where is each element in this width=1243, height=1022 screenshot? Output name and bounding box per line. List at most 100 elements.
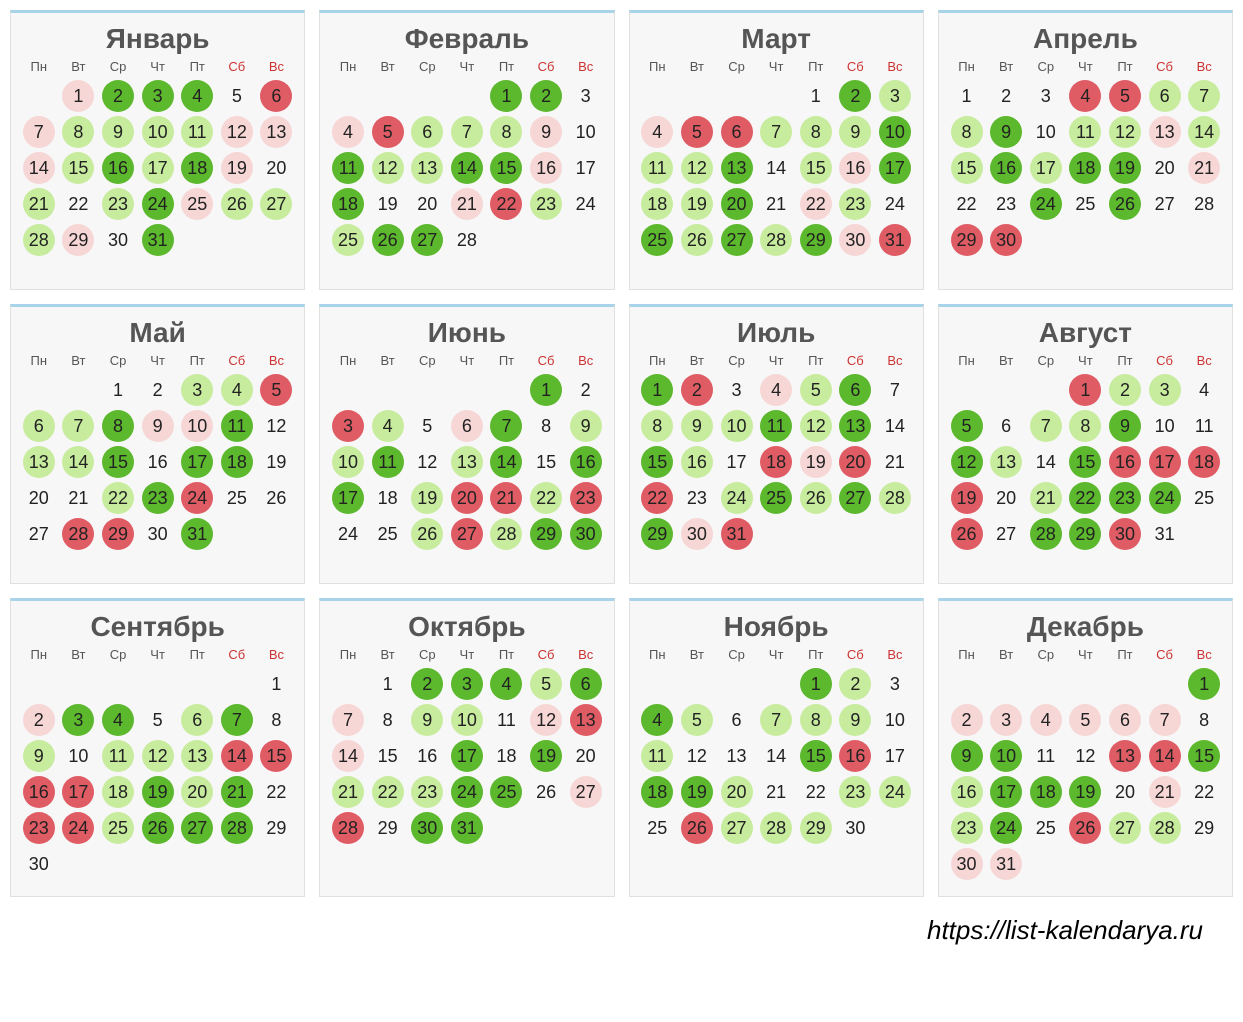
day-cell: 27 bbox=[260, 188, 292, 220]
day-cell: 6 bbox=[721, 116, 753, 148]
day-cell: 30 bbox=[570, 518, 602, 550]
day-cell: 15 bbox=[490, 152, 522, 184]
weekday-row: ПнВтСрЧтПтСбВс bbox=[638, 59, 915, 74]
weekday-label: Вс bbox=[257, 353, 297, 368]
day-cell: 4 bbox=[760, 374, 792, 406]
weekday-label: Вт bbox=[986, 59, 1026, 74]
weekday-label: Вс bbox=[566, 353, 606, 368]
day-cell: 14 bbox=[451, 152, 483, 184]
weekday-label: Пн bbox=[19, 353, 59, 368]
day-cell: 22 bbox=[102, 482, 134, 514]
weekday-label: Пт bbox=[487, 353, 527, 368]
day-cell: 29 bbox=[372, 812, 404, 844]
weekday-label: Ср bbox=[407, 353, 447, 368]
weekday-row: ПнВтСрЧтПтСбВс bbox=[328, 59, 605, 74]
days-grid: 1234567891011121314151617181920212223242… bbox=[947, 372, 1224, 552]
day-cell: 7 bbox=[332, 704, 364, 736]
weekday-label: Вс bbox=[875, 353, 915, 368]
day-cell: 3 bbox=[721, 374, 753, 406]
day-cell: 9 bbox=[102, 116, 134, 148]
day-cell: 16 bbox=[990, 152, 1022, 184]
weekday-label: Чт bbox=[1066, 647, 1106, 662]
day-cell: 31 bbox=[181, 518, 213, 550]
day-cell: 7 bbox=[1149, 704, 1181, 736]
days-grid: 1234567891011121314151617181920212223242… bbox=[19, 666, 296, 882]
day-cell: 11 bbox=[221, 410, 253, 442]
day-cell: 5 bbox=[800, 374, 832, 406]
weekday-label: Пт bbox=[177, 353, 217, 368]
day-cell: 5 bbox=[681, 704, 713, 736]
day-cell: 14 bbox=[332, 740, 364, 772]
day-cell: 20 bbox=[451, 482, 483, 514]
day-cell: 27 bbox=[451, 518, 483, 550]
weekday-label: Вт bbox=[368, 59, 408, 74]
weekday-label: Пн bbox=[328, 647, 368, 662]
weekday-label: Ср bbox=[407, 647, 447, 662]
day-cell: 18 bbox=[641, 776, 673, 808]
weekday-label: Пт bbox=[1105, 647, 1145, 662]
day-cell: 27 bbox=[181, 812, 213, 844]
day-cell: 24 bbox=[62, 812, 94, 844]
month-card: ДекабрьПнВтСрЧтПтСбВс1234567891011121314… bbox=[938, 598, 1233, 897]
days-grid: 1234567891011121314151617181920212223242… bbox=[328, 78, 605, 258]
day-cell: 31 bbox=[142, 224, 174, 256]
day-cell: 2 bbox=[102, 80, 134, 112]
days-grid: 1234567891011121314151617181920212223242… bbox=[638, 78, 915, 258]
day-cell: 5 bbox=[260, 374, 292, 406]
day-cell: 28 bbox=[23, 224, 55, 256]
day-cell: 19 bbox=[951, 482, 983, 514]
day-cell: 21 bbox=[760, 776, 792, 808]
day-cell: 20 bbox=[570, 740, 602, 772]
day-cell: 15 bbox=[1069, 446, 1101, 478]
day-cell: 5 bbox=[681, 116, 713, 148]
weekday-label: Сб bbox=[217, 59, 257, 74]
day-cell: 17 bbox=[1030, 152, 1062, 184]
day-cell: 18 bbox=[1030, 776, 1062, 808]
day-cell: 3 bbox=[570, 80, 602, 112]
day-cell: 3 bbox=[1149, 374, 1181, 406]
weekday-label: Пн bbox=[638, 353, 678, 368]
day-cell: 31 bbox=[1149, 518, 1181, 550]
day-cell: 8 bbox=[530, 410, 562, 442]
day-cell: 2 bbox=[990, 80, 1022, 112]
month-title: Ноябрь bbox=[638, 611, 915, 643]
day-cell: 14 bbox=[1030, 446, 1062, 478]
weekday-label: Чт bbox=[756, 647, 796, 662]
month-title: Январь bbox=[19, 23, 296, 55]
day-cell: 7 bbox=[1188, 80, 1220, 112]
day-cell: 19 bbox=[681, 188, 713, 220]
day-cell: 30 bbox=[951, 848, 983, 880]
day-cell: 5 bbox=[142, 704, 174, 736]
day-cell: 1 bbox=[800, 80, 832, 112]
day-cell: 26 bbox=[530, 776, 562, 808]
day-cell: 30 bbox=[102, 224, 134, 256]
month-title: Декабрь bbox=[947, 611, 1224, 643]
day-cell: 25 bbox=[221, 482, 253, 514]
day-cell: 20 bbox=[260, 152, 292, 184]
day-cell: 19 bbox=[530, 740, 562, 772]
day-cell: 9 bbox=[951, 740, 983, 772]
day-cell: 20 bbox=[721, 776, 753, 808]
weekday-label: Вт bbox=[59, 647, 99, 662]
day-cell: 1 bbox=[490, 80, 522, 112]
day-cell: 24 bbox=[332, 518, 364, 550]
day-cell: 7 bbox=[760, 704, 792, 736]
weekday-label: Чт bbox=[447, 353, 487, 368]
day-cell: 6 bbox=[23, 410, 55, 442]
day-cell: 13 bbox=[260, 116, 292, 148]
day-cell: 15 bbox=[260, 740, 292, 772]
day-cell: 12 bbox=[530, 704, 562, 736]
day-cell: 18 bbox=[760, 446, 792, 478]
weekday-label: Пн bbox=[328, 353, 368, 368]
day-cell: 2 bbox=[839, 668, 871, 700]
day-cell: 15 bbox=[800, 152, 832, 184]
day-cell: 26 bbox=[800, 482, 832, 514]
weekday-label: Сб bbox=[836, 59, 876, 74]
day-cell: 13 bbox=[990, 446, 1022, 478]
weekday-label: Пт bbox=[1105, 59, 1145, 74]
day-cell: 16 bbox=[839, 152, 871, 184]
day-cell: 15 bbox=[102, 446, 134, 478]
day-cell: 18 bbox=[372, 482, 404, 514]
day-cell: 10 bbox=[62, 740, 94, 772]
day-cell: 26 bbox=[681, 812, 713, 844]
